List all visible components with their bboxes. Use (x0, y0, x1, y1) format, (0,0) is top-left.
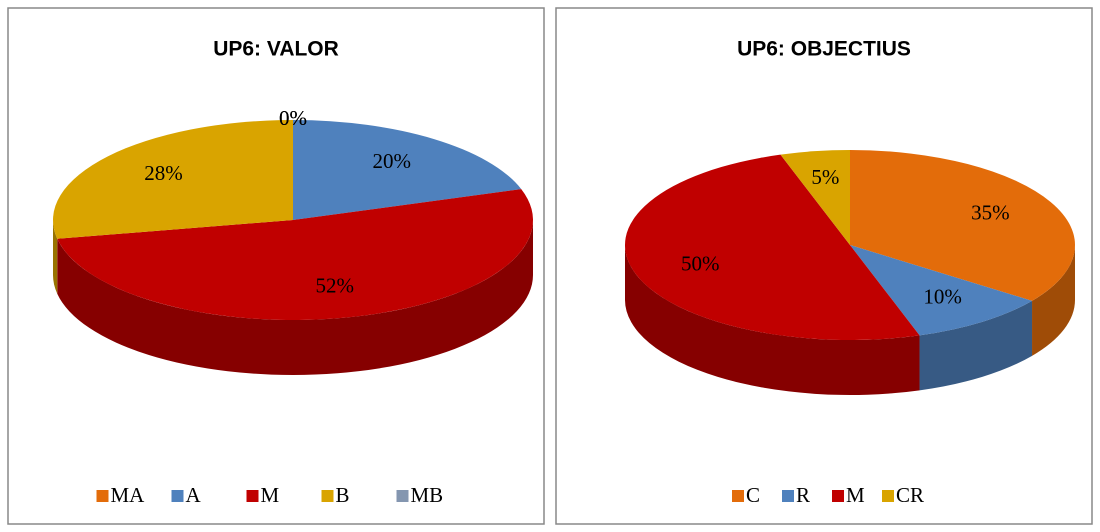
legend-swatch (882, 490, 894, 502)
slice (850, 245, 1033, 336)
data-label: 28% (144, 161, 183, 185)
legend-label: B (336, 483, 350, 507)
slice (780, 150, 850, 245)
slice (293, 120, 522, 220)
data-label: 20% (372, 149, 411, 173)
data-label: 35% (971, 201, 1010, 225)
data-label: 0% (279, 106, 307, 130)
legend-label: MA (111, 483, 146, 507)
slice-side (625, 245, 920, 395)
slice (57, 189, 534, 321)
slice-side (1032, 245, 1075, 356)
data-label: 0% (279, 106, 307, 130)
legend-label: M (846, 483, 865, 507)
slice-side (57, 220, 533, 376)
legend-swatch (171, 490, 184, 502)
chart-title: UP6: OBJECTIUS (737, 38, 911, 61)
data-label: 50% (681, 251, 720, 275)
data-label: 5% (811, 165, 839, 189)
legend-label: M (261, 483, 280, 507)
legend-label: CR (896, 483, 924, 507)
chart-title: UP6: VALOR (213, 38, 339, 61)
data-label: 52% (316, 274, 355, 298)
legend-swatch (782, 490, 794, 502)
legend-swatch (832, 490, 844, 502)
legend-swatch (246, 490, 259, 502)
legend-label: MB (411, 483, 444, 507)
legend-label: R (796, 483, 810, 507)
data-label: 10% (923, 285, 962, 309)
slice (850, 150, 1075, 301)
slice-side (53, 220, 58, 294)
legend-swatch (732, 490, 744, 502)
legend-swatch (96, 490, 109, 502)
legend-swatch (321, 490, 334, 502)
legend-label: C (746, 483, 760, 507)
slice-side (919, 300, 1033, 391)
slice (625, 154, 920, 340)
legend-label: A (186, 483, 202, 507)
slice (52, 120, 293, 239)
legend-swatch (396, 490, 409, 502)
